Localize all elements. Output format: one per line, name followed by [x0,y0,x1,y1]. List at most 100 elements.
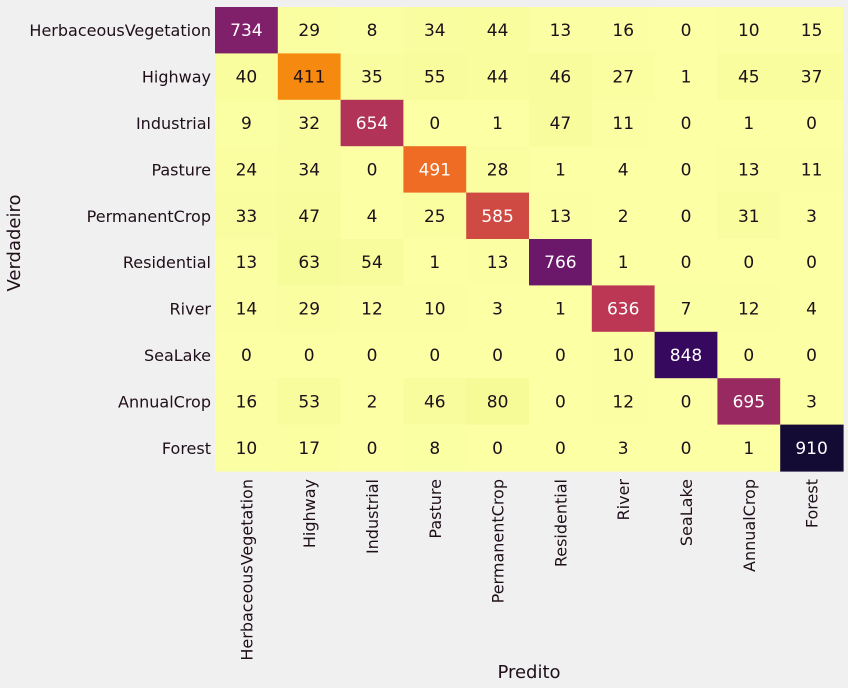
heatmap-cell [780,7,844,54]
heatmap-cell [591,192,656,240]
cell-value-label: 31 [738,207,760,227]
cell-value-label: 0 [241,346,252,366]
cell-value-label: 0 [555,392,566,412]
x-tick-label: HerbaceousVegetation [237,479,256,661]
heatmap-cell [340,239,404,286]
cell-value-label: 0 [555,439,566,459]
heatmap-cell [403,7,467,54]
cell-value-label: 0 [304,346,315,366]
heatmap-cell [780,378,844,426]
heatmap-cell [215,285,279,333]
heatmap-cell [277,146,342,194]
heatmap-cell [780,192,844,240]
cell-value-label: 10 [738,21,760,41]
cell-value-label: 636 [607,300,639,320]
x-tick-label: AnnualCrop [740,479,759,572]
cell-value-label: 0 [806,114,817,134]
cell-value-label: 734 [230,21,262,41]
cell-value-label: 13 [487,253,509,273]
x-tick-label: Highway [300,479,319,548]
heatmap-cell [277,99,342,147]
cell-value-label: 1 [743,114,754,134]
cell-value-label: 44 [487,68,509,88]
heatmap-cell [340,192,404,240]
cell-value-label: 654 [356,114,388,134]
heatmap-cell [466,53,530,101]
cell-value-label: 10 [612,346,634,366]
heatmap-cell [717,285,781,333]
heatmap-cell [654,424,718,472]
heatmap-cell [340,378,404,426]
heatmap-cell [591,424,656,472]
heatmap-cell [466,424,530,472]
cell-value-label: 16 [612,21,634,41]
heatmap-cell [277,239,342,286]
cell-value-label: 585 [481,207,513,227]
cell-value-label: 1 [618,253,629,273]
heatmap-cell [654,192,718,240]
y-tick-label: Pasture [151,160,211,179]
cell-value-label: 0 [681,439,692,459]
heatmap-cell [654,239,718,286]
cell-value-label: 29 [298,300,320,320]
x-tick-label: Residential [551,479,570,567]
heatmap-cell [277,53,342,101]
cell-value-label: 4 [618,160,629,180]
heatmap-cell [529,331,593,379]
heatmap-cell [591,7,656,54]
heatmap-cell [340,99,404,147]
y-tick-label: Residential [123,253,211,272]
cell-value-label: 10 [424,300,446,320]
cell-value-label: 3 [618,439,629,459]
x-axis-title: Predito [497,662,560,683]
heatmap-cell [780,331,844,379]
heatmap-cell [466,146,530,194]
heatmap-cell [403,331,467,379]
cell-value-label: 16 [236,392,258,412]
cell-value-label: 12 [612,392,634,412]
cell-value-label: 29 [298,21,320,41]
cell-value-label: 0 [681,114,692,134]
cell-value-label: 35 [361,68,383,88]
cell-value-label: 0 [806,346,817,366]
heatmap-cell [340,53,404,101]
heatmap-cell [340,7,404,54]
cell-value-label: 1 [743,439,754,459]
heatmap-cell [403,146,467,194]
cell-value-label: 695 [733,392,765,412]
heatmap-cell [591,378,656,426]
cell-value-label: 13 [738,160,760,180]
cell-value-label: 491 [419,160,451,180]
heatmap-cell [717,53,781,101]
cell-value-label: 27 [612,68,634,88]
heatmap-cell [215,378,279,426]
cell-value-label: 1 [492,114,503,134]
cell-value-label: 3 [806,207,817,227]
cell-value-label: 55 [424,68,446,88]
x-tick-label: PermanentCrop [489,479,508,603]
heatmap-cell [403,192,467,240]
cell-value-label: 14 [236,300,258,320]
cell-value-label: 0 [681,160,692,180]
y-tick-label: SeaLake [144,346,211,365]
x-tick-label: River [614,479,633,521]
heatmap-cell [654,378,718,426]
heatmap-cell [654,53,718,101]
y-tick-label: Forest [162,439,211,458]
heatmap-cell [277,378,342,426]
heatmap-cell [717,99,781,147]
heatmap-cell [277,331,342,379]
cell-value-label: 12 [738,300,760,320]
x-tick-label: Industrial [363,479,382,554]
cell-value-label: 33 [236,207,258,227]
cell-value-label: 0 [367,160,378,180]
heatmap-cell [215,146,279,194]
cell-value-label: 37 [801,68,823,88]
heatmap-cell [215,331,279,379]
cell-value-label: 2 [618,207,629,227]
heatmap-cell [529,146,593,194]
heatmap-cell [215,192,279,240]
heatmap-cell [466,99,530,147]
